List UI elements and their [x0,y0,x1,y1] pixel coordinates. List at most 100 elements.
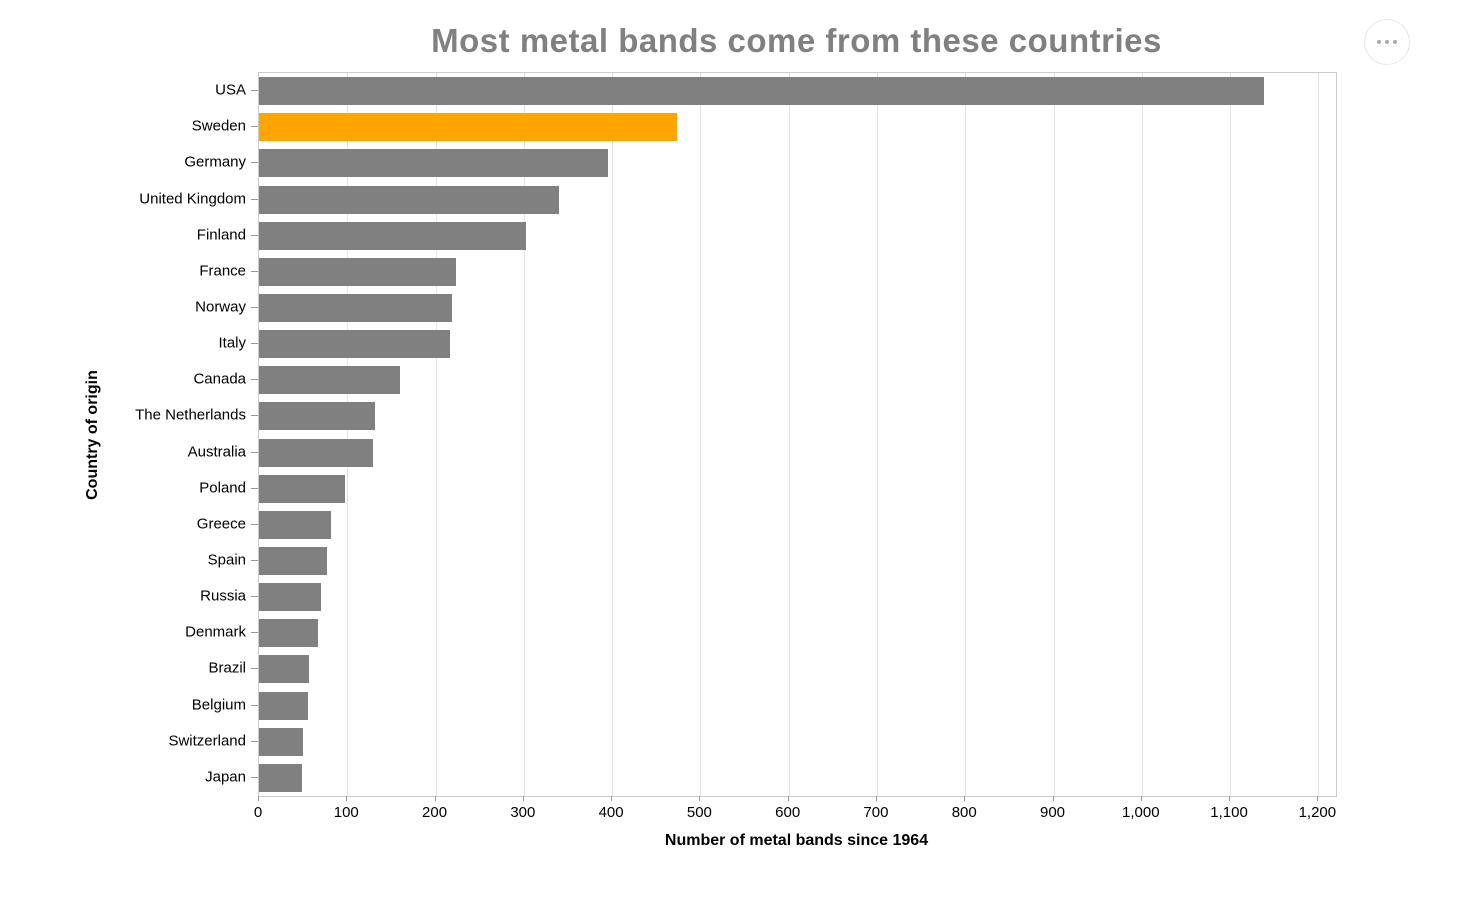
x-tick-mark [346,796,348,801]
x-tick-mark [1052,796,1054,801]
y-axis-title: Country of origin [84,370,101,500]
y-tick-mark [251,704,258,706]
y-tick-mark [251,415,258,417]
gridline [876,73,878,796]
x-tick-mark [522,796,524,801]
y-tick-mark [251,487,258,489]
x-tick-mark [875,796,877,801]
bar-united-kingdom[interactable] [259,185,560,214]
x-tick-label: 500 [686,804,712,821]
bar-australia[interactable] [259,438,373,467]
gridline [1318,73,1320,796]
x-tick-mark [699,796,701,801]
bar-poland[interactable] [259,474,345,503]
x-tick-label: 400 [598,804,624,821]
y-tick-label: Japan [205,768,246,786]
gridline [965,73,967,796]
y-tick-label: United Kingdom [139,190,246,208]
gridline [700,73,702,796]
y-tick-label: Brazil [208,659,246,677]
ellipsis-icon [1377,40,1397,44]
bar-the-netherlands[interactable] [259,402,375,431]
gridline [1053,73,1055,796]
x-tick-label: 1,200 [1298,804,1337,821]
x-tick-mark [787,796,789,801]
y-tick-label: France [199,262,246,280]
y-tick-label: Belgium [191,696,246,714]
gridline [1141,73,1143,796]
y-tick-mark [251,632,258,634]
x-tick-mark [611,796,613,801]
y-tick-mark [251,596,258,598]
x-tick-mark [1229,796,1231,801]
bar-germany[interactable] [259,149,608,178]
bar-finland[interactable] [259,221,526,250]
x-tick-label: 800 [951,804,977,821]
y-tick-mark [251,90,258,92]
bar-spain[interactable] [259,547,327,576]
y-tick-label: Greece [196,515,246,533]
x-tick-mark [1317,796,1319,801]
y-tick-mark [251,198,258,200]
y-tick-mark [251,523,258,525]
y-tick-label: Norway [195,298,246,316]
y-tick-mark [251,306,258,308]
x-tick-label: 700 [863,804,889,821]
gridline [1230,73,1232,796]
bar-canada[interactable] [259,366,401,395]
y-tick-mark [251,343,258,345]
y-tick-mark [251,126,258,128]
x-tick-label: 1,000 [1122,804,1160,821]
y-tick-label: Sweden [191,117,246,135]
bar-sweden[interactable] [259,113,677,142]
gridline [435,73,437,796]
y-tick-label: Italy [218,334,246,352]
bar-russia[interactable] [259,583,321,612]
gridline [523,73,525,796]
y-tick-label: Spain [207,551,246,569]
y-tick-mark [251,560,258,562]
x-tick-mark [964,796,966,801]
gridline [347,73,349,796]
y-tick-mark [251,162,258,164]
y-tick-mark [251,379,258,381]
y-tick-mark [251,270,258,272]
y-tick-label: Finland [196,226,246,244]
y-tick-mark [251,668,258,670]
y-tick-label: Canada [193,370,246,388]
bar-france[interactable] [259,257,456,286]
x-tick-label: 600 [775,804,801,821]
y-tick-mark [251,740,258,742]
gridline [788,73,790,796]
bar-italy[interactable] [259,330,450,359]
bar-denmark[interactable] [259,619,319,648]
y-tick-label: Poland [199,479,246,497]
x-tick-label: 200 [422,804,448,821]
bar-usa[interactable] [259,77,1264,106]
bar-belgium[interactable] [259,691,309,720]
menu-button[interactable] [1364,19,1410,65]
y-tick-mark [251,776,258,778]
bar-japan[interactable] [259,763,303,792]
plot-area [258,72,1337,797]
chart-title: Most metal bands come from these countri… [431,22,1162,59]
x-tick-label: 0 [253,804,263,821]
y-tick-label: The Netherlands [135,406,246,424]
x-axis-title: Number of metal bands since 1964 [664,832,929,849]
bar-brazil[interactable] [259,655,310,684]
y-tick-label: USA [215,81,246,99]
x-tick-mark [434,796,436,801]
y-tick-label: Australia [187,443,246,461]
bar-norway[interactable] [259,293,453,322]
x-tick-label: 900 [1039,804,1066,821]
x-tick-label: 100 [333,804,359,821]
y-tick-mark [251,234,258,236]
bar-switzerland[interactable] [259,727,304,756]
gridline [612,73,614,796]
x-tick-label: 300 [510,804,536,821]
y-tick-label: Russia [200,587,246,605]
x-tick-mark [258,796,259,801]
y-tick-label: Germany [184,153,246,171]
bar-greece[interactable] [259,510,331,539]
